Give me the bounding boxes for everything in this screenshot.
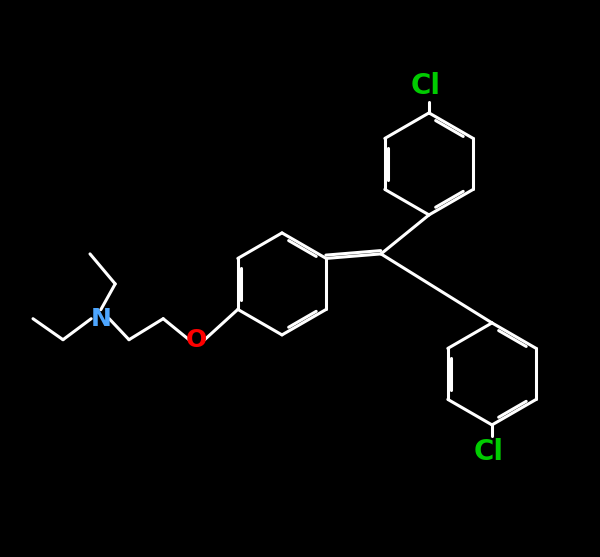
Text: O: O bbox=[186, 328, 208, 351]
Text: Cl: Cl bbox=[474, 438, 504, 466]
Text: N: N bbox=[91, 307, 111, 331]
Text: Cl: Cl bbox=[411, 72, 441, 100]
